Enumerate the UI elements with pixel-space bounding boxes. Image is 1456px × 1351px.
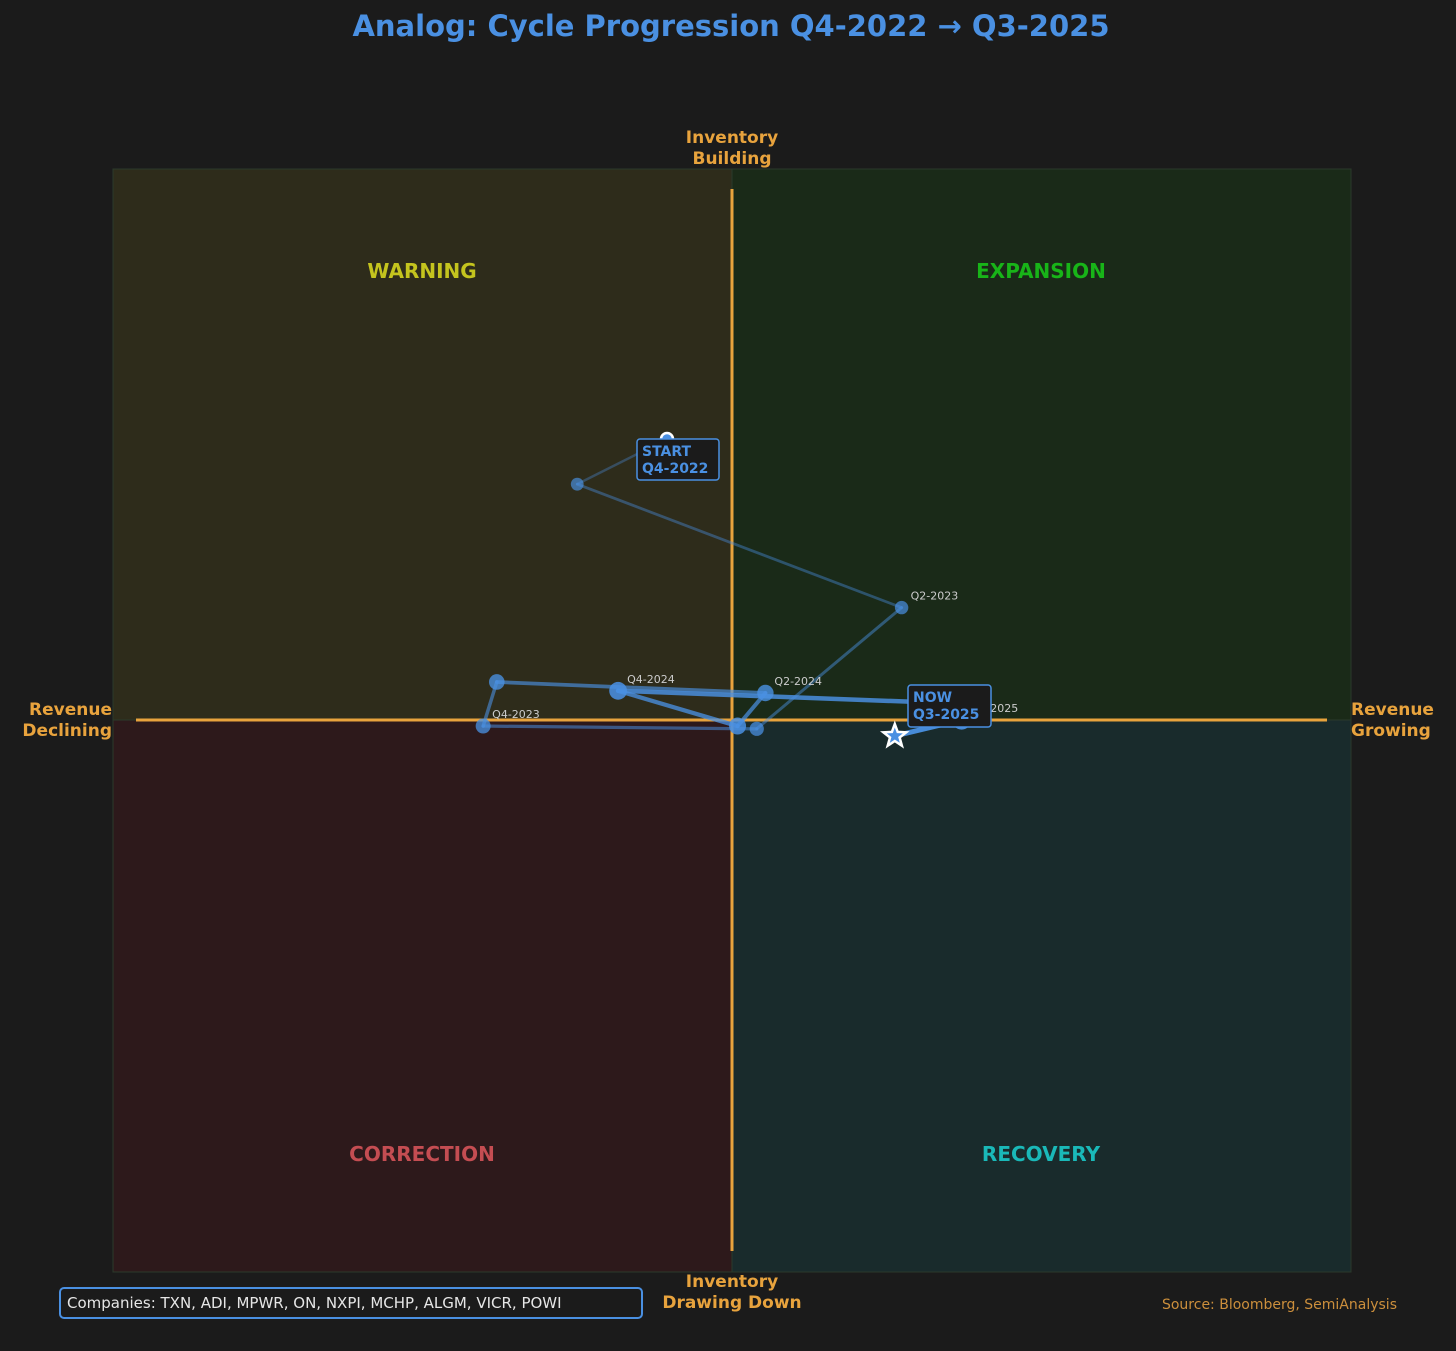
quarter-label: Q4-2023 [492,708,540,721]
now-quarter: Q3-2025 [913,707,979,723]
companies-box [59,1287,643,1319]
source-note: Source: Bloomberg, SemiAnalysis [1162,1297,1397,1313]
trajectory-segment [481,724,759,731]
start-label: START [642,444,692,460]
start-quarter: Q4-2022 [642,461,708,477]
now-label: NOW [913,690,952,706]
current-quarter-star-marker [879,720,910,749]
axis-label-bottom-line2: Drawing Down [662,1293,801,1313]
axis-label-right-line2: Growing [1351,721,1431,741]
companies-list: Companies: TXN, ADI, MPWR, ON, NXPI, MCH… [67,1294,562,1312]
axis-label-left-line1: Revenue [29,700,112,720]
warning-label: WARNING [367,259,476,283]
correction-label: CORRECTION [349,1142,495,1166]
data-point [894,600,909,615]
correction-quadrant [112,719,733,1273]
trajectory-segment [615,688,945,706]
axis-label-bottom-line1: Inventory [686,1272,778,1292]
expansion-label: EXPANSION [976,259,1106,283]
quarter-label: Q2-2023 [911,590,959,603]
trajectory-segment [575,482,903,609]
recovery-label: RECOVERY [982,1142,1101,1166]
axis-label-top-line1: Inventory [686,128,778,148]
axis-label-right-line1: Revenue [1351,700,1434,720]
data-point [475,718,491,734]
data-point [488,674,505,690]
trajectory-segment [755,606,904,731]
data-point [609,681,628,700]
axis-label-left-line2: Declining [22,721,112,741]
quarter-label: Q4-2024 [627,673,675,686]
warning-quadrant [112,168,733,721]
expansion-quadrant [731,168,1352,721]
trajectory-segment [615,688,740,729]
quarter-label: Q2-2024 [774,675,822,688]
data-point [570,477,584,491]
trajectory-segment [494,680,768,695]
recovery-quadrant [731,719,1352,1273]
data-point [729,717,747,735]
data-point [749,721,764,736]
axis-label-top-line2: Building [693,149,772,169]
now-annotation: NOW Q3-2025 [907,684,992,728]
chart-title: Analog: Cycle Progression Q4-2022 → Q3-2… [352,9,1109,43]
start-annotation: START Q4-2022 [636,438,720,481]
data-point [757,684,774,702]
